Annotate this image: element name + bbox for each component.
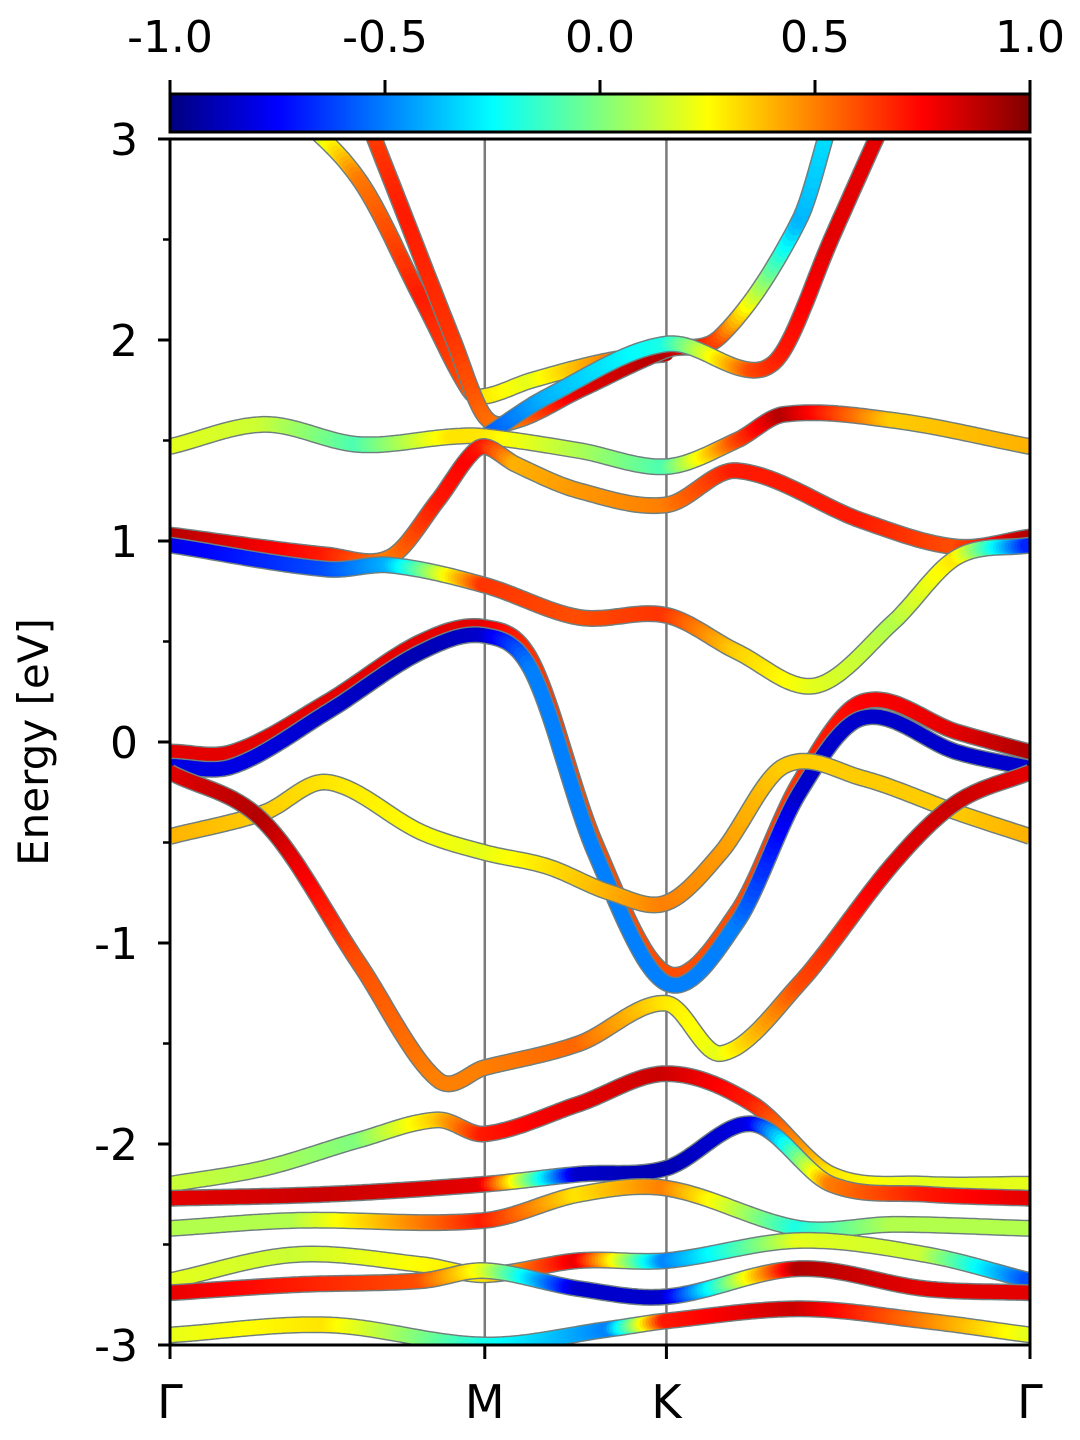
y-tick-label: -1 <box>94 919 138 970</box>
x-tick-label: M <box>465 1375 505 1429</box>
y-tick-label: 1 <box>110 517 138 568</box>
y-axis-label: Energy [eV] <box>9 618 58 866</box>
colorbar-tick-label: 0.5 <box>780 12 850 63</box>
band-8 <box>170 626 1030 994</box>
band-4 <box>170 404 1030 476</box>
band-6 <box>170 536 1030 695</box>
bands <box>170 139 1030 1345</box>
y-axis: -3 -2 -1 0 1 2 3 <box>94 115 170 1372</box>
y-tick-label: 3 <box>110 115 138 166</box>
colorbar-ticks: -1.0 -0.5 0.0 0.5 1.0 <box>127 12 1065 94</box>
band-11 <box>170 1065 1030 1194</box>
band-segment <box>313 139 329 145</box>
band-12 <box>170 1115 1030 1207</box>
band-1 <box>311 139 674 406</box>
x-tick-label: Γ <box>1017 1375 1043 1429</box>
band-15 <box>170 1260 1030 1306</box>
colorbar-tick-label: 1.0 <box>995 12 1065 63</box>
x-tick-label: Γ <box>157 1375 183 1429</box>
x-tick-label: K <box>651 1375 683 1429</box>
y-tick-label: -3 <box>94 1321 138 1372</box>
y-tick-label: -2 <box>94 1120 138 1171</box>
colorbar-tick-label: -0.5 <box>342 12 428 63</box>
colorbar-tick-label: -1.0 <box>127 12 213 63</box>
band-10 <box>170 764 1030 1093</box>
colorbar-tick-label: 0.0 <box>565 12 635 63</box>
band-13 <box>170 1178 1030 1239</box>
band-outline <box>170 626 1030 994</box>
high-symmetry-lines <box>483 139 668 1345</box>
band-16 <box>170 1300 1030 1345</box>
colorbar <box>168 92 1032 134</box>
band-14 <box>170 1231 1030 1289</box>
band-outline <box>479 139 886 444</box>
y-tick-label: 2 <box>110 316 138 367</box>
y-tick-label: 0 <box>110 718 138 769</box>
band-9 <box>170 752 1030 914</box>
band-3 <box>477 139 886 444</box>
